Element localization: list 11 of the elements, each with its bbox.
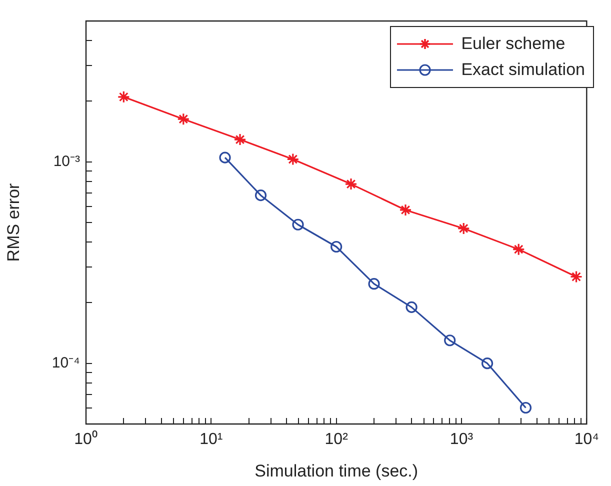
y-tick-label: 10⁻⁴ [52, 354, 80, 372]
x-tick-label: 10⁰ [74, 430, 98, 448]
x-axis-title: Simulation time (sec.) [254, 461, 418, 480]
legend-label: Euler scheme [461, 33, 566, 55]
legend-label: Exact simulation [461, 59, 585, 81]
x-tick-label: 10² [324, 431, 349, 448]
x-tick-label: 10³ [450, 431, 474, 448]
y-axis-title: RMS error [4, 182, 23, 262]
x-tick-label: 10⁴ [574, 431, 600, 448]
y-tick-label: 10⁻³ [53, 152, 80, 170]
x-tick-label: 10¹ [200, 431, 223, 448]
